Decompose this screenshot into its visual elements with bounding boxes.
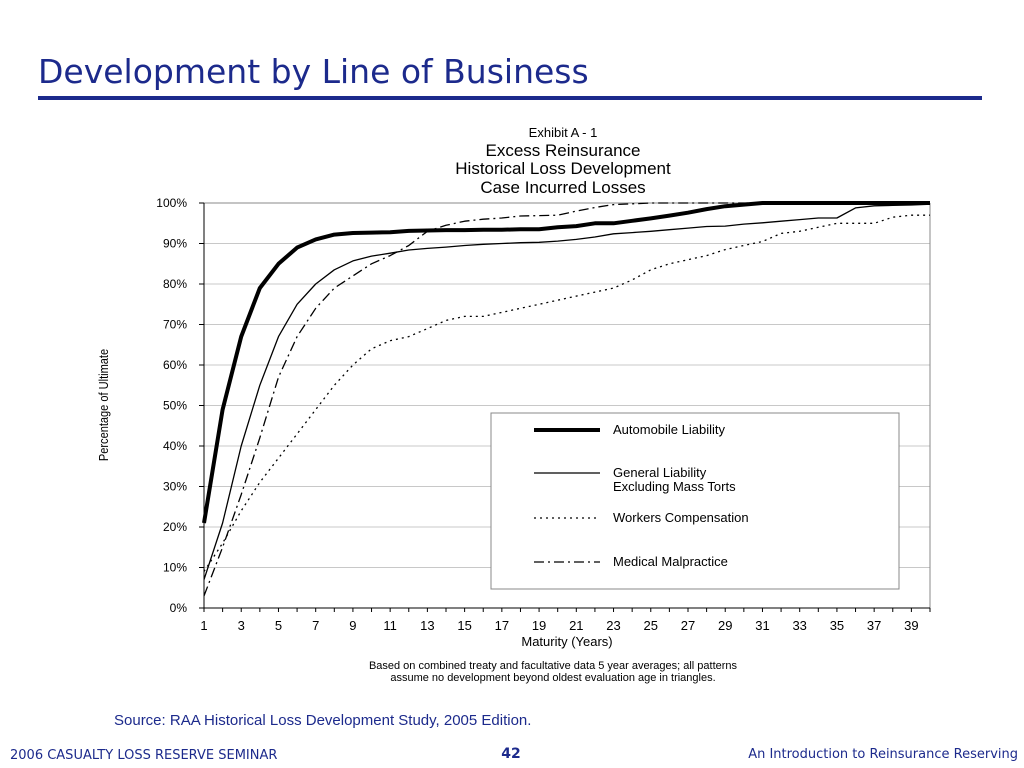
x-tick-label: 27	[681, 618, 695, 633]
chart-title-line: Case Incurred Losses	[480, 178, 645, 197]
footer-seminar-name: 2006 CASUALTY LOSS RESERVE SEMINAR	[10, 748, 278, 763]
x-tick-label: 21	[569, 618, 583, 633]
series-line-4	[203, 202, 930, 597]
legend-label: Workers Compensation	[613, 510, 749, 525]
x-tick-label: 35	[830, 618, 844, 633]
x-tick-label: 19	[532, 618, 546, 633]
y-tick-label: 70%	[163, 318, 187, 332]
slide-title: Development by Line of Business	[38, 52, 589, 91]
y-tick-label: 60%	[163, 358, 187, 372]
x-tick-label: 33	[792, 618, 806, 633]
x-tick-label: 23	[606, 618, 620, 633]
y-tick-label: 50%	[163, 399, 187, 413]
legend-box	[490, 412, 900, 590]
x-tick-label: 13	[420, 618, 434, 633]
y-tick-label: 20%	[163, 520, 187, 534]
page-number: 42	[501, 746, 521, 762]
y-tick-label: 0%	[170, 601, 188, 615]
x-tick-label: 17	[495, 618, 509, 633]
y-tick-label: 30%	[163, 480, 187, 494]
y-tick-label: 40%	[163, 439, 187, 453]
chart-footnote-line: assume no development beyond oldest eval…	[390, 672, 715, 684]
chart-title-line: Historical Loss Development	[455, 159, 671, 178]
series-line-2	[203, 203, 931, 580]
series-line-1	[202, 201, 930, 524]
x-tick-label: 15	[457, 618, 471, 633]
chart-title-line: Exhibit A - 1	[529, 125, 598, 140]
source-note: Source: RAA Historical Loss Development …	[114, 712, 532, 729]
y-tick-label: 80%	[163, 277, 187, 291]
x-tick-label: 5	[275, 618, 282, 633]
x-tick-label: 9	[349, 618, 356, 633]
chart-footnote-line: Based on combined treaty and facultative…	[369, 660, 738, 672]
x-axis-label: Maturity (Years)	[521, 634, 612, 649]
y-tick-label: 100%	[156, 196, 187, 210]
title-underline	[38, 96, 982, 100]
x-tick-label: 25	[644, 618, 658, 633]
x-tick-label: 39	[904, 618, 918, 633]
x-tick-label: 7	[312, 618, 319, 633]
chart-title-line: Excess Reinsurance	[486, 141, 641, 160]
x-tick-label: 1	[200, 618, 207, 633]
legend-label: Automobile Liability	[613, 422, 726, 437]
footer-presentation-title: An Introduction to Reinsurance Reserving	[748, 747, 1018, 762]
x-tick-label: 29	[718, 618, 732, 633]
legend-label: Excluding Mass Torts	[613, 479, 736, 494]
x-tick-label: 37	[867, 618, 881, 633]
x-tick-label: 31	[755, 618, 769, 633]
y-tick-label: 10%	[163, 561, 187, 575]
x-tick-label: 11	[383, 618, 397, 633]
y-tick-label: 90%	[163, 237, 187, 251]
x-tick-label: 3	[238, 618, 245, 633]
y-axis-label: Percentage of Ultimate	[96, 349, 111, 462]
legend-label: General Liability	[613, 465, 707, 480]
legend-label: Medical Malpractice	[613, 554, 728, 569]
